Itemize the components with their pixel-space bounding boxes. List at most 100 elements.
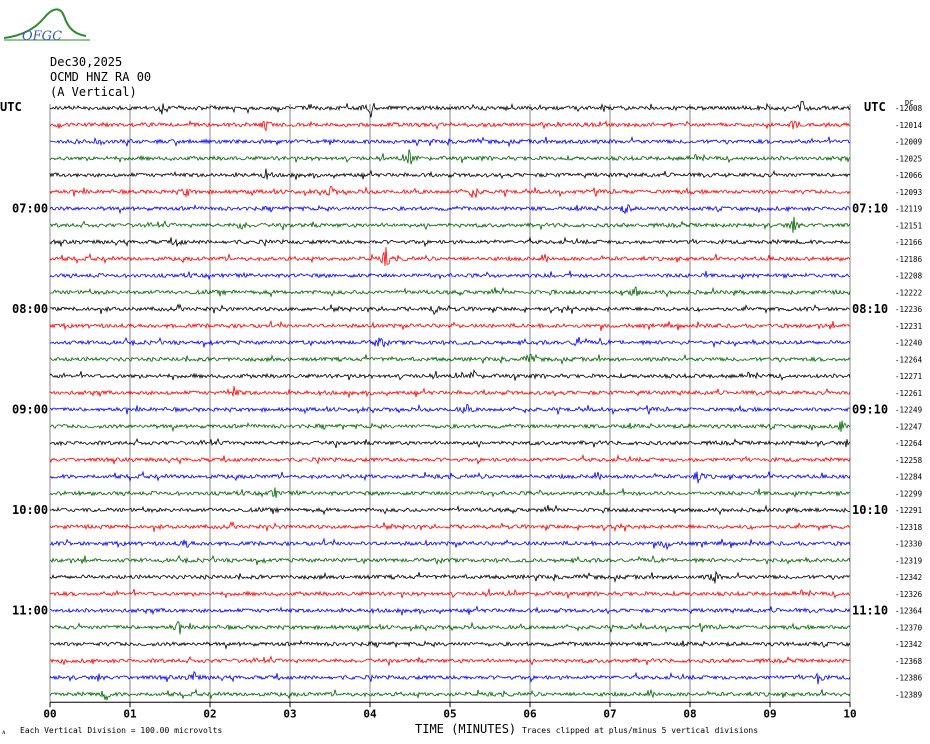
x-tick-label: 08 [683,707,696,720]
time-grid [49,104,851,703]
trace-line [49,655,851,666]
trace-line [49,504,851,516]
dc-offset-label: -12284 [895,473,923,482]
trace-line [49,554,851,566]
trace-line [49,286,851,298]
dc-offset-label: -12319 [895,556,922,565]
trace-line [49,120,851,132]
dc-offset-label: -12261 [895,389,922,398]
trace-line [49,671,851,685]
trace-line [49,270,851,281]
trace-line [49,353,851,366]
dc-offset-label: -12014 [895,121,923,130]
dc-offset-label: -12009 [895,138,922,147]
dc-offset-label: -12342 [895,573,922,582]
right-hour-label: 08:10 [852,302,888,316]
trace-line [49,437,851,449]
dc-offset-label: -12291 [895,506,922,515]
dc-label: DC [905,99,913,107]
x-tick-label: 09 [763,707,776,720]
dc-offset-label: -12299 [895,489,922,498]
dc-offset-label: -12370 [895,623,923,632]
dc-offset-label: -12222 [895,288,922,297]
trace-line [49,185,851,198]
trace-line [50,403,851,416]
left-hour-labels: 07:00 08:00 09:00 10:00 11:00 [12,202,48,618]
x-tick-label: 01 [123,707,137,720]
dc-offset-label: -12008 [895,104,923,113]
x-tick-label: 05 [443,707,456,720]
dc-offset-label: -12247 [895,422,922,431]
x-axis-ticks: 00 01 02 03 04 05 06 07 08 09 10 [43,702,857,720]
right-hour-label: 10:10 [852,503,888,517]
trace-line [49,521,851,533]
x-tick-label: 06 [523,707,537,720]
dc-offset-label: -12264 [895,355,923,364]
dc-offset-label: -12389 [895,690,922,699]
x-tick-label: 03 [283,707,296,720]
trace-line [49,688,851,701]
dc-offset-label: -12186 [895,255,923,264]
left-hour-label: 07:00 [12,202,48,216]
trace-line [49,236,851,248]
trace-line [49,369,851,382]
dc-offset-label: -12066 [895,171,923,180]
dc-offset-label: -12271 [895,372,922,381]
dc-offset-label: -12318 [895,523,923,532]
dc-offset-label: -12386 [895,674,923,683]
trace-line [49,453,851,466]
trace-line [49,336,851,349]
logo-text: OFGC [22,29,62,44]
utc-right-label: UTC [864,100,886,114]
trace-line [49,216,851,233]
dc-offset-label: -12368 [895,657,923,666]
date-label: Dec30,2025 [50,55,122,69]
left-hour-label: 10:00 [12,503,48,517]
dc-offset-label: -12326 [895,590,923,599]
x-tick-label: 00 [43,707,56,720]
trace-line [49,168,851,180]
dc-offset-label: -12231 [895,322,922,331]
trace-line [49,149,851,165]
clip-note: Traces clipped at plus/minus 5 vertical … [522,726,758,735]
dc-offset-label: -12330 [895,540,923,549]
dc-offset-label: -12236 [895,305,923,314]
dc-offset-label: -12258 [895,456,923,465]
trace-line [49,470,851,484]
trace-line [49,303,851,316]
left-hour-label: 08:00 [12,302,48,316]
dc-offset-label: -12208 [895,272,923,281]
trace-line [49,247,851,267]
trace-line [49,570,851,584]
x-tick-label: 10 [843,707,856,720]
component-label: (A Vertical) [50,85,137,99]
trace-line [49,639,851,650]
dc-offset-label: -12264 [895,439,923,448]
dc-offset-label: -12151 [895,221,922,230]
trace-line [50,605,851,616]
trace-line [49,319,851,331]
x-tick-label: 04 [363,707,377,720]
dc-offset-label: -12342 [895,640,922,649]
right-hour-label: 07:10 [852,202,888,216]
right-hour-label: 11:10 [852,604,888,618]
trace-line [49,588,851,599]
x-tick-label: 02 [203,707,216,720]
utc-left-label: UTC [0,100,22,114]
svg-text:ᴀ: ᴀ [2,728,6,736]
seismic-traces [49,100,851,701]
dc-offset-label: -12093 [895,188,922,197]
x-axis-title: TIME (MINUTES) [415,722,516,736]
dc-offset-label: -12025 [895,154,922,163]
right-hour-label: 09:10 [852,403,888,417]
station-label: OCMD HNZ RA 00 [50,70,151,84]
trace-line [49,487,850,498]
dc-offset-label: -12166 [895,238,923,247]
trace-line [49,135,851,148]
dc-offset-label: -12240 [895,339,923,348]
dc-offset-label: -12364 [895,607,923,616]
trace-line [49,537,851,551]
dc-offset-labels: -12008 -12014 -12009 -12025 -12066 -12093 -121… [895,104,923,699]
trace-line [49,204,851,215]
trace-line [49,386,851,398]
